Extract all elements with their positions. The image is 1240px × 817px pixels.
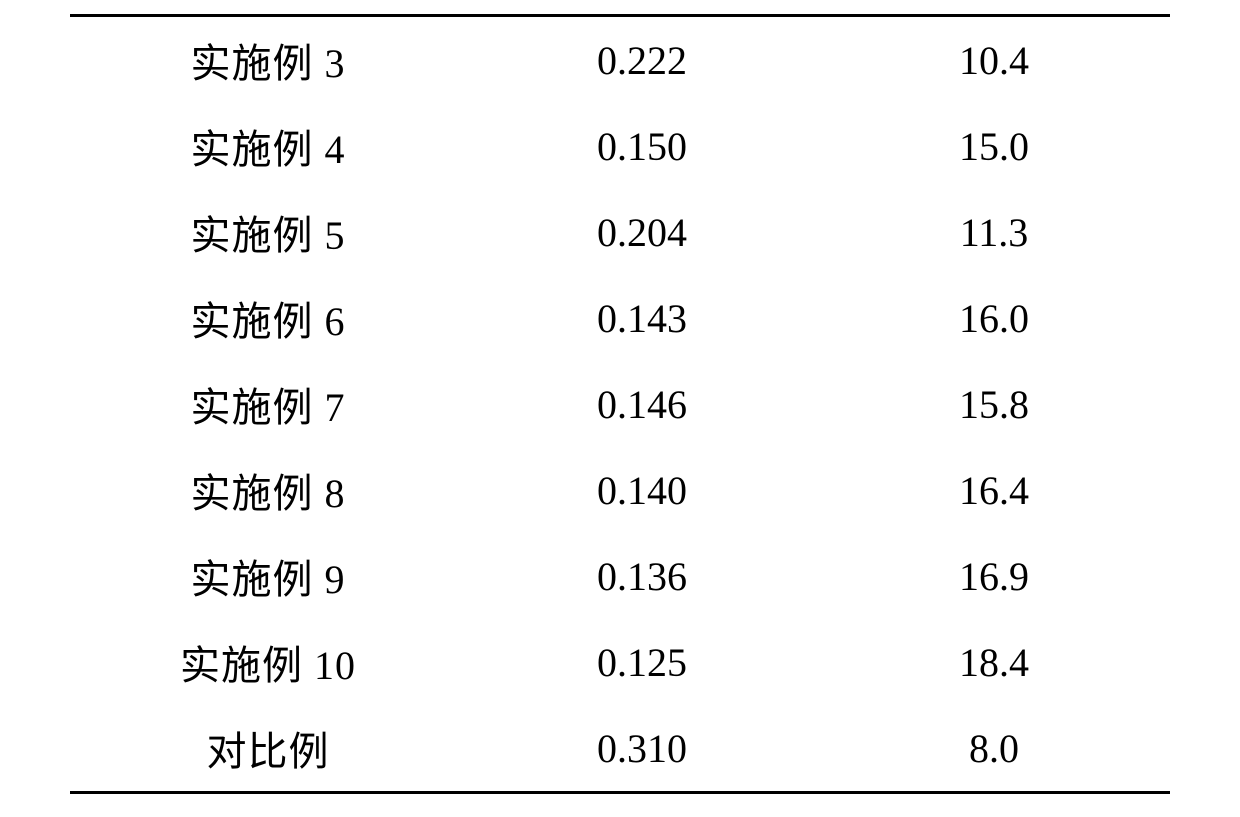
- data-table: 实施例 3 0.222 10.4 实施例 4 0.150 15.0 实施例 5 …: [70, 14, 1170, 794]
- row-label: 实施例 8: [70, 461, 466, 519]
- row-value2: 8.0: [818, 725, 1170, 772]
- row-value2: 11.3: [818, 209, 1170, 256]
- table-row: 实施例 5 0.204 11.3: [70, 189, 1170, 275]
- row-label: 实施例 6: [70, 289, 466, 347]
- page: 实施例 3 0.222 10.4 实施例 4 0.150 15.0 实施例 5 …: [0, 0, 1240, 817]
- row-label: 对比例: [70, 719, 466, 777]
- row-value1: 0.150: [466, 123, 818, 170]
- row-value1: 0.222: [466, 37, 818, 84]
- row-value1: 0.204: [466, 209, 818, 256]
- table-row: 实施例 3 0.222 10.4: [70, 17, 1170, 103]
- row-value2: 15.0: [818, 123, 1170, 170]
- table-row: 实施例 7 0.146 15.8: [70, 361, 1170, 447]
- row-label: 实施例 5: [70, 203, 466, 261]
- row-label: 实施例 10: [70, 633, 466, 691]
- table-row: 对比例 0.310 8.0: [70, 705, 1170, 791]
- row-label: 实施例 3: [70, 31, 466, 89]
- row-label: 实施例 9: [70, 547, 466, 605]
- row-value1: 0.125: [466, 639, 818, 686]
- row-value2: 16.4: [818, 467, 1170, 514]
- table-row: 实施例 10 0.125 18.4: [70, 619, 1170, 705]
- row-value1: 0.140: [466, 467, 818, 514]
- row-value2: 16.0: [818, 295, 1170, 342]
- row-value2: 10.4: [818, 37, 1170, 84]
- row-value2: 15.8: [818, 381, 1170, 428]
- row-value1: 0.310: [466, 725, 818, 772]
- row-value1: 0.136: [466, 553, 818, 600]
- row-value2: 16.9: [818, 553, 1170, 600]
- row-label: 实施例 4: [70, 117, 466, 175]
- table-row: 实施例 6 0.143 16.0: [70, 275, 1170, 361]
- row-value1: 0.146: [466, 381, 818, 428]
- table-row: 实施例 4 0.150 15.0: [70, 103, 1170, 189]
- row-label: 实施例 7: [70, 375, 466, 433]
- table-row: 实施例 9 0.136 16.9: [70, 533, 1170, 619]
- row-value1: 0.143: [466, 295, 818, 342]
- table-row: 实施例 8 0.140 16.4: [70, 447, 1170, 533]
- row-value2: 18.4: [818, 639, 1170, 686]
